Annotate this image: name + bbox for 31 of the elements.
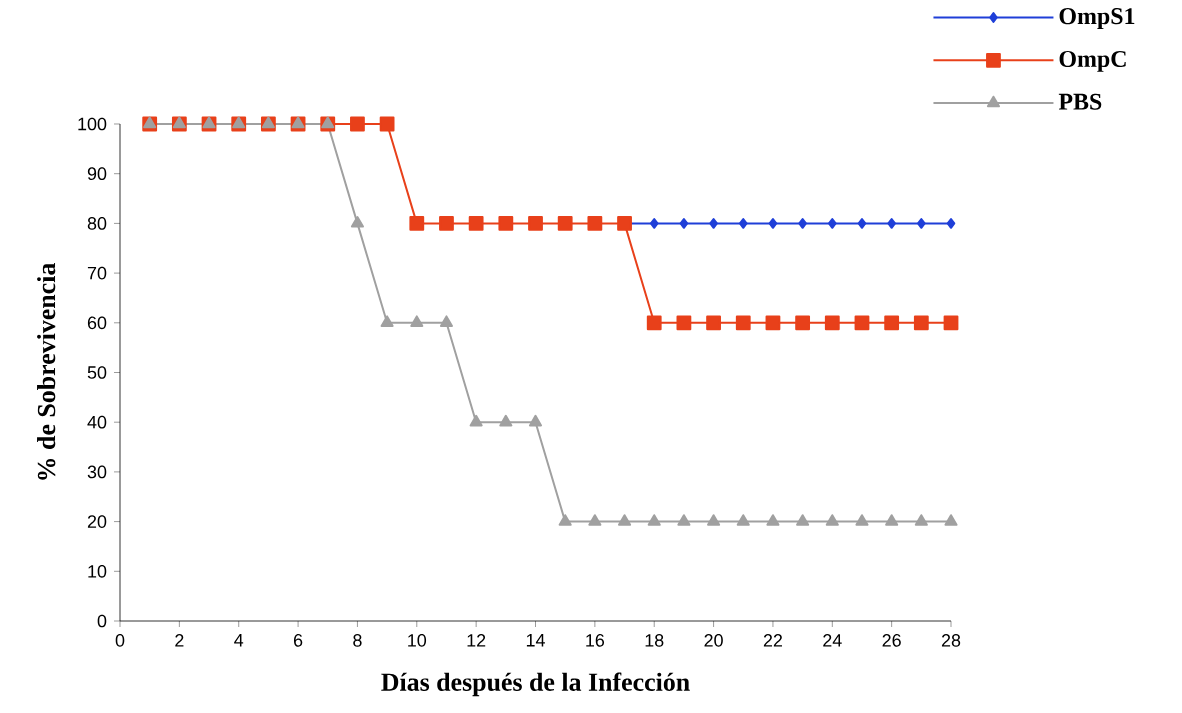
y-tick-label: 90 xyxy=(87,167,107,181)
x-tick-label: 2 xyxy=(175,634,184,647)
x-tick-label: 16 xyxy=(586,634,605,647)
x-tick-label: 24 xyxy=(823,634,842,647)
text: PBS xyxy=(1058,93,1102,110)
x-tick-label: 28 xyxy=(941,634,961,647)
x-tick-label: 22 xyxy=(763,634,782,647)
y-tick-label: 80 xyxy=(87,217,107,230)
y-tick-label: 30 xyxy=(87,465,107,479)
y-tick-label: 40 xyxy=(87,415,107,429)
text: OmpC xyxy=(1059,50,1126,72)
y-tick-label: 20 xyxy=(87,515,107,528)
x-axis-title: Días después de la Infección xyxy=(381,672,690,697)
y-tick-label: 50 xyxy=(87,366,107,379)
y-tick-label: 100 xyxy=(78,117,107,131)
x-tick-label: 0 xyxy=(115,634,125,647)
y-tick-label: 0 xyxy=(97,614,107,628)
text: OmpS1 xyxy=(1059,8,1135,30)
y-tick-label: 10 xyxy=(88,564,107,578)
x-tick-label: 14 xyxy=(526,634,545,647)
y-axis-title: % de Sobrevivencia xyxy=(37,263,56,480)
y-tick-label: 60 xyxy=(87,316,107,330)
x-tick-label: 20 xyxy=(704,634,723,647)
x-tick-label: 4 xyxy=(234,634,244,647)
x-tick-label: 8 xyxy=(353,634,362,647)
x-tick-label: 18 xyxy=(645,634,664,647)
x-tick-label: 26 xyxy=(882,634,901,647)
x-tick-label: 6 xyxy=(293,634,303,647)
y-tick-label: 70 xyxy=(87,266,107,280)
x-tick-label: 12 xyxy=(467,634,486,647)
x-tick-label: 10 xyxy=(408,634,427,647)
